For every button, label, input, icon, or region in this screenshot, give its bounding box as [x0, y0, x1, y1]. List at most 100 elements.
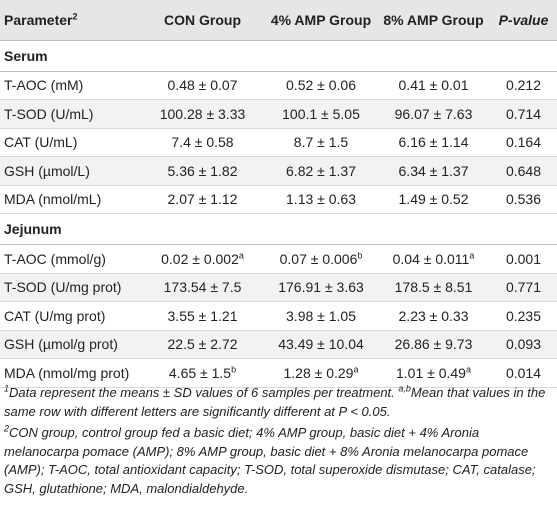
cell-4pct-amp-value: 6.82 ± 1.37: [286, 162, 356, 179]
cell-8pct-amp-value: 6.34 ± 1.37: [398, 162, 469, 179]
row-label-value: CAT (U/mL): [4, 134, 78, 151]
cell-4pct-amp-value: 3.98 ± 1.05: [286, 307, 356, 324]
data-table: Parameter2 CON Group 4% AMP Group 8% AMP…: [0, 0, 557, 388]
cell-8pct-amp-significance-letter: a: [465, 364, 471, 375]
cell-4pct-amp: 0.07 ± 0.006b: [265, 244, 377, 274]
cell-con-value: 0.48 ± 0.07: [167, 77, 238, 94]
cell-4pct-amp-value: 8.7 ± 1.5: [293, 134, 349, 151]
header-parameter: Parameter2: [0, 0, 140, 41]
table-row: MDA (nmol/mg prot) 4.65 ± 1.5b 1.28 ± 0.29…: [0, 358, 557, 388]
cell-con: 2.07 ± 1.12: [140, 185, 265, 214]
cell-p-value: 0.164: [490, 128, 557, 157]
cell-8pct-amp: 6.34 ± 1.37: [377, 156, 490, 186]
table-body: Serum T-AOC (mM) 0.48 ± 0.07 0.52 ± 0.06 0.4…: [0, 40, 557, 388]
cell-4pct-amp: 43.49 ± 10.04: [265, 330, 377, 359]
cell-con-value: 3.55 ± 1.21: [167, 307, 238, 324]
footnote-1: 1Data represent the means ± SD values of…: [4, 384, 555, 421]
cell-con: 3.55 ± 1.21: [140, 301, 265, 331]
cell-con: 22.5 ± 2.72: [140, 330, 265, 359]
row-label-value: T-SOD (U/mg prot): [4, 279, 122, 296]
cell-p-value-value: 0.714: [505, 105, 542, 122]
cell-p-value-value: 0.235: [505, 307, 542, 324]
cell-8pct-amp: 2.23 ± 0.33: [377, 301, 490, 331]
footnote-1-text-2: Mean that values in the same row with di…: [4, 385, 546, 419]
cell-p-value-value: 0.648: [505, 162, 542, 179]
footnote-2-mark: 2: [4, 423, 10, 434]
cell-p-value-value: 0.164: [505, 134, 542, 151]
cell-8pct-amp: 178.5 ± 8.51: [377, 273, 490, 302]
row-label-value: MDA (nmol/mg prot): [4, 364, 130, 381]
cell-4pct-amp: 6.82 ± 1.37: [265, 156, 377, 186]
cell-8pct-amp-value: 96.07 ± 7.63: [394, 105, 473, 122]
cell-p-value: 0.536: [490, 185, 557, 214]
cell-con: 0.02 ± 0.002a: [140, 244, 265, 274]
cell-p-value: 0.771: [490, 273, 557, 302]
cell-p-value: 0.014: [490, 358, 557, 388]
row-label: MDA (nmol/mg prot): [0, 358, 140, 388]
footnote-1-text: Data represent the means ± SD values of …: [9, 385, 399, 400]
cell-p-value-value: 0.771: [505, 279, 542, 296]
row-label-value: MDA (nmol/mL): [4, 191, 102, 208]
cell-4pct-amp-value: 0.52 ± 0.06: [286, 77, 356, 94]
cell-8pct-amp-value: 178.5 ± 8.51: [394, 279, 473, 296]
row-label-value: T-SOD (U/mL): [4, 105, 94, 122]
row-label: T-AOC (mM): [0, 71, 140, 100]
table-row: T-SOD (U/mL) 100.28 ± 3.33 100.1 ± 5.05 96.…: [0, 99, 557, 129]
cell-con: 5.36 ± 1.82: [140, 156, 265, 186]
row-label: GSH (µmol/L): [0, 156, 140, 186]
cell-8pct-amp: 0.41 ± 0.01: [377, 71, 490, 100]
cell-con-value: 0.02 ± 0.002: [161, 250, 239, 267]
footnote-1-mark: 1: [4, 383, 10, 394]
cell-4pct-amp-value: 1.13 ± 0.63: [286, 191, 356, 208]
cell-con: 4.65 ± 1.5b: [140, 358, 265, 388]
cell-p-value: 0.714: [490, 99, 557, 129]
cell-con-value: 100.28 ± 3.33: [159, 105, 246, 122]
cell-4pct-amp-value: 176.91 ± 3.63: [278, 279, 364, 296]
cell-con-significance-letter: a: [238, 250, 244, 261]
footnote-2-text: CON group, control group fed a basic die…: [4, 425, 536, 496]
row-label: T-AOC (mmol/g): [0, 244, 140, 274]
cell-p-value: 0.093: [490, 330, 557, 359]
row-label: GSH (µmol/g prot): [0, 330, 140, 359]
cell-con: 7.4 ± 0.58: [140, 128, 265, 157]
cell-4pct-amp-value: 100.1 ± 5.05: [282, 105, 360, 122]
section-row: Serum: [0, 40, 557, 72]
cell-8pct-amp: 0.04 ± 0.011a: [377, 244, 490, 274]
table-row: T-AOC (mM) 0.48 ± 0.07 0.52 ± 0.06 0.41 ± 0…: [0, 71, 557, 100]
cell-p-value-value: 0.536: [505, 191, 542, 208]
cell-8pct-amp-value: 0.41 ± 0.01: [398, 77, 469, 94]
cell-con-value: 5.36 ± 1.82: [167, 162, 238, 179]
table-row: T-AOC (mmol/g) 0.02 ± 0.002a 0.07 ± 0.006b…: [0, 244, 557, 274]
cell-8pct-amp-value: 0.04 ± 0.011: [392, 250, 470, 267]
cell-8pct-amp: 96.07 ± 7.63: [377, 99, 490, 129]
row-label: T-SOD (U/mg prot): [0, 273, 140, 302]
cell-con-significance-letter: b: [231, 364, 237, 375]
cell-con-value: 173.54 ± 7.5: [163, 279, 242, 296]
row-label: MDA (nmol/mL): [0, 185, 140, 214]
table-row: GSH (µmol/g prot) 22.5 ± 2.72 43.49 ± 10.0…: [0, 330, 557, 359]
cell-p-value: 0.235: [490, 301, 557, 331]
cell-con: 100.28 ± 3.33: [140, 99, 265, 129]
cell-4pct-amp: 1.28 ± 0.29a: [265, 358, 377, 388]
header-row: Parameter2 CON Group 4% AMP Group 8% AMP…: [0, 0, 557, 41]
cell-8pct-amp: 6.16 ± 1.14: [377, 128, 490, 157]
cell-8pct-amp-value: 2.23 ± 0.33: [398, 307, 469, 324]
header-8pct-amp-group: 8% AMP Group: [377, 0, 490, 41]
cell-con: 173.54 ± 7.5: [140, 273, 265, 302]
row-label: CAT (U/mL): [0, 128, 140, 157]
cell-8pct-amp-value: 1.49 ± 0.52: [398, 191, 469, 208]
cell-p-value-value: 0.014: [505, 364, 542, 381]
cell-4pct-amp-significance-letter: a: [353, 364, 359, 375]
cell-4pct-amp: 8.7 ± 1.5: [265, 128, 377, 157]
section-title: Serum: [0, 40, 557, 72]
cell-4pct-amp: 176.91 ± 3.63: [265, 273, 377, 302]
cell-con: 0.48 ± 0.07: [140, 71, 265, 100]
cell-8pct-amp: 1.49 ± 0.52: [377, 185, 490, 214]
table-row: T-SOD (U/mg prot) 173.54 ± 7.5 176.91 ± 3.…: [0, 273, 557, 302]
header-p-value: P-value: [490, 0, 557, 41]
header-parameter-label: Parameter: [4, 11, 73, 28]
row-label: T-SOD (U/mL): [0, 99, 140, 129]
table-row: MDA (nmol/mL) 2.07 ± 1.12 1.13 ± 0.63 1.49 …: [0, 185, 557, 214]
cell-4pct-amp: 3.98 ± 1.05: [265, 301, 377, 331]
cell-p-value-value: 0.212: [505, 77, 542, 94]
